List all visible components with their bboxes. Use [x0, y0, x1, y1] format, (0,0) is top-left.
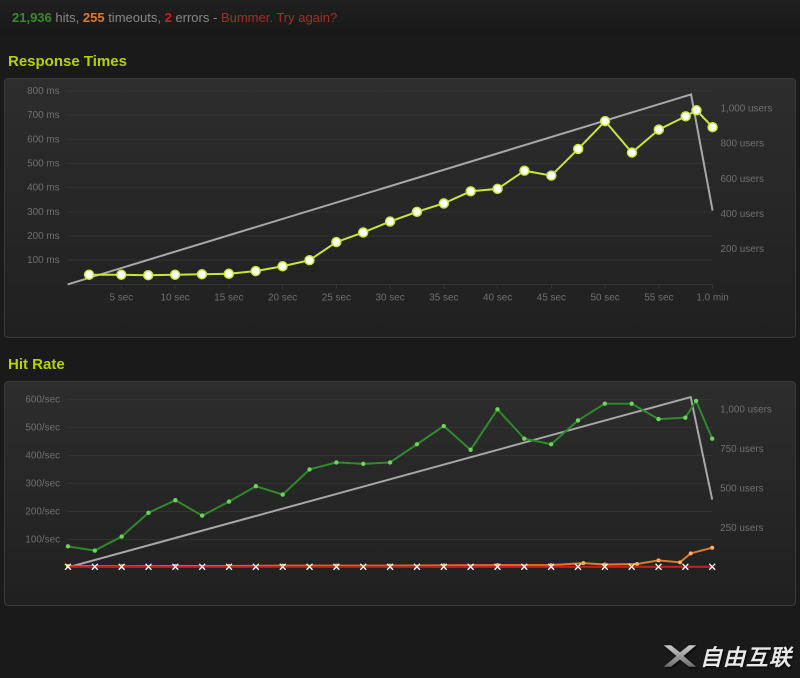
svg-text:700 ms: 700 ms	[27, 110, 60, 121]
svg-text:300/sec: 300/sec	[25, 478, 60, 489]
svg-text:800 users: 800 users	[721, 139, 765, 150]
response-times-svg: 100 ms 200 ms 300 ms 400 ms 500 ms 600 ms 700 …	[5, 79, 795, 337]
svg-text:100 ms: 100 ms	[27, 255, 60, 266]
svg-text:600 ms: 600 ms	[27, 134, 60, 145]
svg-text:40 sec: 40 sec	[483, 292, 512, 303]
svg-text:500 users: 500 users	[720, 483, 764, 494]
svg-text:600 users: 600 users	[721, 174, 765, 185]
summary-bar: 21,936 hits, 255 timeouts, 2 errors - Bu…	[0, 0, 800, 35]
svg-text:500/sec: 500/sec	[25, 422, 60, 433]
hit-rate-title: Hit Rate	[0, 338, 800, 381]
svg-text:200 ms: 200 ms	[27, 231, 60, 242]
svg-text:1.0 min: 1.0 min	[696, 292, 729, 303]
errors-count: 2	[165, 10, 172, 25]
svg-text:30 sec: 30 sec	[375, 292, 404, 303]
svg-text:100/sec: 100/sec	[25, 534, 60, 545]
watermark-x-icon	[662, 641, 698, 671]
response-times-chart: 100 ms 200 ms 300 ms 400 ms 500 ms 600 ms 700 …	[4, 78, 796, 338]
svg-text:250 users: 250 users	[720, 523, 764, 534]
svg-text:400 ms: 400 ms	[27, 183, 60, 194]
watermark: 自由互联	[662, 640, 792, 672]
retry-link[interactable]: Bummer. Try again?	[221, 10, 337, 25]
svg-text:50 sec: 50 sec	[590, 292, 619, 303]
response-times-title: Response Times	[0, 35, 800, 78]
svg-text:400 users: 400 users	[721, 209, 765, 220]
timeouts-count: 255	[83, 10, 105, 25]
svg-text:200 users: 200 users	[721, 244, 765, 255]
svg-text:500 ms: 500 ms	[27, 158, 60, 169]
svg-text:15 sec: 15 sec	[214, 292, 243, 303]
timeouts-label: timeouts,	[108, 10, 161, 25]
hits-count: 21,936	[12, 10, 52, 25]
svg-text:20 sec: 20 sec	[268, 292, 297, 303]
svg-text:750 users: 750 users	[720, 444, 764, 455]
svg-text:55 sec: 55 sec	[644, 292, 673, 303]
watermark-text: 自由互联	[700, 640, 792, 672]
svg-text:400/sec: 400/sec	[25, 450, 60, 461]
hit-rate-chart: 100/sec 200/sec 300/sec 400/sec 500/sec 600/s…	[4, 381, 796, 606]
svg-text:1,000 users: 1,000 users	[720, 405, 772, 416]
svg-text:1,000 users: 1,000 users	[721, 103, 773, 114]
svg-text:45 sec: 45 sec	[537, 292, 566, 303]
svg-text:10 sec: 10 sec	[160, 292, 189, 303]
svg-text:35 sec: 35 sec	[429, 292, 458, 303]
errors-label: errors -	[175, 10, 217, 25]
svg-text:25 sec: 25 sec	[322, 292, 351, 303]
svg-text:600/sec: 600/sec	[25, 394, 60, 405]
svg-text:5 sec: 5 sec	[109, 292, 133, 303]
svg-text:200/sec: 200/sec	[25, 506, 60, 517]
svg-text:800 ms: 800 ms	[27, 86, 60, 97]
svg-text:300 ms: 300 ms	[27, 207, 60, 218]
hits-label: hits,	[55, 10, 79, 25]
hit-rate-svg: 100/sec 200/sec 300/sec 400/sec 500/sec 600/s…	[5, 382, 795, 605]
